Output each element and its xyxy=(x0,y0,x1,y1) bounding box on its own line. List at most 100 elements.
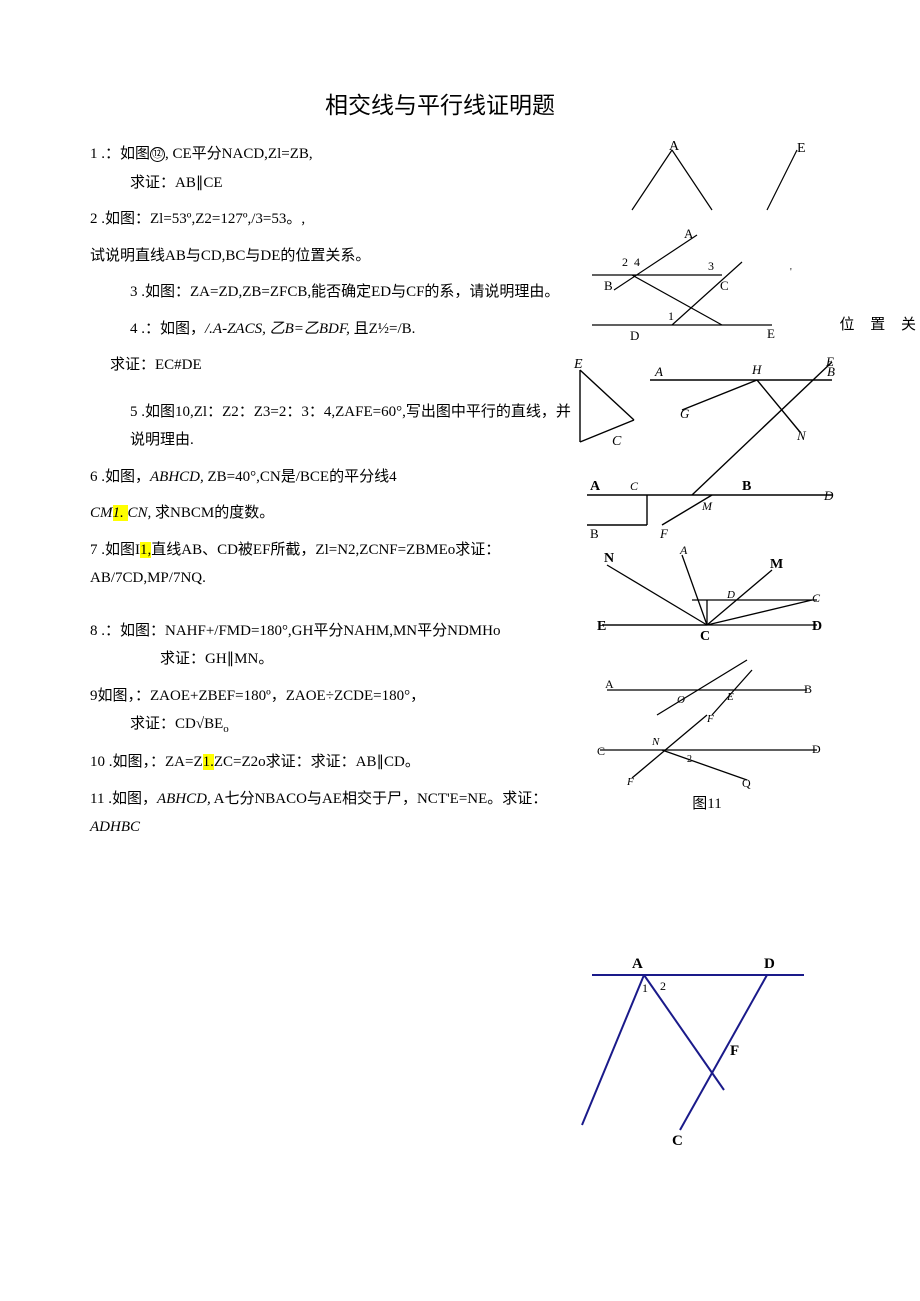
svg-text:A: A xyxy=(679,543,688,557)
q7-rest1: 求NBCM的度数。 xyxy=(151,505,274,521)
svg-text:E: E xyxy=(726,691,734,703)
q2: 2 .如图：Zl=53º,Z2=127º,/3=53。, xyxy=(90,205,560,234)
svg-text:C: C xyxy=(597,744,605,758)
q4: 4 .：如图，/.A-ZACS, 乙B=乙BDF, 且Z½=/B. xyxy=(130,315,560,344)
svg-text:H: H xyxy=(751,362,762,377)
svg-text:N: N xyxy=(796,428,807,443)
svg-text:A: A xyxy=(632,956,643,972)
q1-circled: ⑫ xyxy=(150,147,165,162)
svg-text:F: F xyxy=(659,526,669,540)
q7line1: CM1. CN, 求NBCM的度数。 xyxy=(90,499,560,528)
svg-text:1: 1 xyxy=(642,981,648,995)
q7-hl1: 1. xyxy=(113,505,128,521)
svg-text:4: 4 xyxy=(634,255,640,269)
side-label: 位 置 关 xyxy=(839,315,920,336)
svg-text:Q: Q xyxy=(742,776,751,790)
q9-text: 9如图，：ZAOE+ZBEF=180º，ZAOE÷ZCDE=180°， xyxy=(90,688,425,704)
q1-text-b: , CE平分NACD,Zl=ZB, xyxy=(165,146,313,162)
q10-text-a: 10 .如图，：ZA=Z xyxy=(90,754,203,770)
svg-text:C: C xyxy=(630,479,639,493)
svg-text:D: D xyxy=(764,956,775,972)
q5-text: 5 .如图10,Zl：Z2：Z3=2：3：4,ZAFE=60°,写出图中平行的直… xyxy=(130,404,571,449)
svg-text:M: M xyxy=(701,499,713,513)
q5: 5 .如图10,Zl：Z2：Z3=2：3：4,ZAFE=60°,写出图中平行的直… xyxy=(130,398,580,455)
fig-caption: 图11 xyxy=(572,794,842,815)
q6: 6 .如图，ABHCD, ZB=40°,CN是/BCE的平分线4 xyxy=(90,463,560,492)
q11-text-a: 11 .如图， xyxy=(90,791,157,807)
fig-2: A 2 4 3 B C 1 D E ' 位 置 关 xyxy=(572,220,842,350)
svg-text:3: 3 xyxy=(708,259,714,273)
svg-text:O: O xyxy=(677,694,685,706)
svg-text:2: 2 xyxy=(660,979,666,993)
svg-text:B: B xyxy=(590,526,599,540)
svg-text:C: C xyxy=(812,591,821,605)
q9: 9如图，：ZAOE+ZBEF=180º，ZAOE÷ZCDE=180°， 求证：C… xyxy=(90,682,560,740)
svg-text:2: 2 xyxy=(622,255,628,269)
svg-text:B: B xyxy=(804,682,812,696)
q7-hl2: 1, xyxy=(140,542,151,558)
q1-text-a: 1 .：如图 xyxy=(90,146,150,162)
q9-prove: 求证：CD√BEo xyxy=(130,710,560,740)
fig-bottom-svg: A 1 2 D F C xyxy=(572,950,822,1150)
svg-text:C: C xyxy=(720,278,729,293)
q4-text-c: 且Z½=/B. xyxy=(350,321,416,337)
svg-text:C: C xyxy=(700,629,710,644)
q2-text-a: 2 .如图：Zl=53º,Z2=127º,/3=53。, xyxy=(90,211,305,227)
q7-text-d: 直线AB、CD被EF所截，Zl=N2,ZCNF=ZBMEo求证：AB/7CD,M… xyxy=(90,542,500,587)
svg-text:D: D xyxy=(812,619,822,634)
svg-text:F: F xyxy=(730,1043,739,1059)
svg-text:': ' xyxy=(790,267,792,278)
fig-3: E C A H B E G N A C M B D B F xyxy=(572,350,842,540)
svg-text:A: A xyxy=(684,226,694,241)
q10-text-c: ZC=Z2o求证：求证：AB∥CD。 xyxy=(214,754,420,770)
svg-text:G: G xyxy=(680,406,690,421)
q1: 1 .：如图⑫, CE平分NACD,Zl=ZB, 求证：AB∥CE xyxy=(90,140,560,197)
q10: 10 .如图，：ZA=Z1.ZC=Z2o求证：求证：AB∥CD。 xyxy=(90,748,560,777)
svg-text:A: A xyxy=(590,479,601,494)
svg-text:A: A xyxy=(654,364,663,379)
q8-prove: 求证：GH∥MN。 xyxy=(160,645,570,674)
figures-column: A E A 2 4 3 B C 1 D xyxy=(572,140,842,815)
q6-text-c: ZB=40°,CN是/BCE的平分线4 xyxy=(204,469,397,485)
q4-prove: 求证：EC#DE xyxy=(110,351,560,380)
q6-text-a: 6 .如图， xyxy=(90,469,150,485)
svg-text:D: D xyxy=(823,488,834,503)
svg-text:D: D xyxy=(726,589,735,601)
q7-text-b: 7 .如图I xyxy=(90,542,140,558)
svg-text:N: N xyxy=(651,736,660,748)
q8-text: 8 .：如图：NAHF+/FMD=180°,GH平分NAHM,MN平分NDMHo xyxy=(90,623,500,639)
q6-text-b: ABHCD, xyxy=(150,469,204,485)
svg-text:E: E xyxy=(597,619,606,634)
fig-bottom: A 1 2 D F C xyxy=(572,950,822,1157)
svg-text:E: E xyxy=(797,141,806,156)
page-title: 相交线与平行线证明题 xyxy=(50,90,830,122)
q1-prove: 求证：AB∥CE xyxy=(130,169,560,198)
svg-text:C: C xyxy=(612,434,622,449)
svg-text:M: M xyxy=(770,557,783,572)
svg-text:1: 1 xyxy=(668,309,674,323)
svg-text:B: B xyxy=(742,479,751,494)
q7-cn: CN, xyxy=(128,505,152,521)
svg-text:F: F xyxy=(626,776,634,788)
q8: 8 .：如图：NAHF+/FMD=180°,GH平分NAHM,MN平分NDMHo… xyxy=(90,617,570,674)
q11: 11 .如图，ABHCD, A七分NBACO与AE相交于尸，NCT'E=NE。求… xyxy=(90,785,580,842)
svg-text:B: B xyxy=(604,278,613,293)
q4-text-b: /.A-ZACS, 乙B=乙BDF, xyxy=(205,321,350,337)
svg-text:F: F xyxy=(706,713,714,725)
q3-text: 3 .如图：ZA=ZD,ZB=ZFCB,能否确定ED与CF的系，请说明理由。 xyxy=(130,284,559,300)
fig-3-svg: E C A H B E G N A C M B D B F xyxy=(572,350,852,540)
q7: 7 .如图I1,直线AB、CD被EF所截，Zl=N2,ZCNF=ZBMEo求证：… xyxy=(90,536,560,593)
q3: 3 .如图：ZA=ZD,ZB=ZFCB,能否确定ED与CF的系，请说明理由。 xyxy=(130,278,570,307)
fig-1: A E xyxy=(572,140,842,220)
q11-prove: ADHBC xyxy=(90,813,580,842)
q2b: 试说明直线AB与CD,BC与DE的位置关系。 xyxy=(90,242,560,271)
fig-2-svg: A 2 4 3 B C 1 D E ' xyxy=(572,220,832,350)
fig-1-svg: A E xyxy=(572,140,822,220)
fig-4-svg: N A M D C E C D A O E B F C N 2 D F Q xyxy=(572,540,852,790)
q10-hl: 1. xyxy=(203,754,214,770)
svg-text:A: A xyxy=(605,677,614,691)
svg-text:N: N xyxy=(604,551,614,566)
svg-text:E: E xyxy=(573,357,583,372)
q9-prove-a: 求证：CD√BE xyxy=(130,716,223,732)
q4-text-a: 4 .：如图， xyxy=(130,321,205,337)
